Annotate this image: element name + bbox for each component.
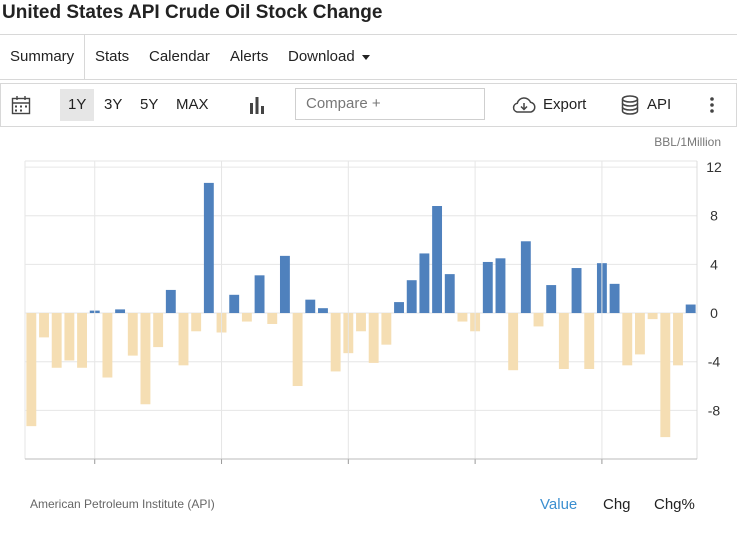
bar[interactable] (394, 302, 404, 314)
bar[interactable] (482, 261, 493, 314)
bar[interactable] (558, 313, 569, 369)
bar-chart-icon[interactable] (249, 96, 265, 114)
calendar-icon[interactable] (11, 95, 31, 115)
bar[interactable] (26, 313, 37, 427)
api-label: API (647, 96, 672, 113)
bar[interactable] (115, 309, 126, 314)
bar[interactable] (584, 313, 595, 369)
chart-toolbar: 1Y 3Y 5Y MAX Compare + Export API (0, 83, 737, 127)
bar[interactable] (305, 299, 316, 314)
bar[interactable] (51, 313, 62, 368)
bar[interactable] (609, 283, 620, 314)
legend-value[interactable]: Value (540, 496, 578, 513)
bar[interactable] (191, 313, 202, 332)
bar[interactable] (635, 313, 645, 355)
bar-chart: -8-404812Aug 02Oct 11Dec 20Feb 28May 09 (24, 159, 722, 464)
export-label: Export (543, 96, 587, 113)
y-tick-label: -4 (708, 354, 721, 370)
source-label: American Petroleum Institute (API) (30, 497, 215, 511)
compare-input[interactable]: Compare + (295, 88, 485, 120)
y-tick-label: 8 (710, 208, 718, 224)
bar[interactable] (647, 313, 658, 320)
range-3y-button[interactable]: 3Y (104, 96, 123, 113)
bar[interactable] (495, 258, 506, 314)
bar[interactable] (368, 313, 379, 363)
api-button[interactable]: API (621, 84, 671, 126)
bar[interactable] (140, 313, 151, 405)
legend-chg[interactable]: Chg (603, 496, 631, 513)
bar[interactable] (267, 313, 278, 324)
tab-bar: Summary Stats Calendar Alerts Download (0, 34, 737, 80)
bar[interactable] (419, 253, 430, 314)
bar[interactable] (254, 275, 265, 314)
range-max-button[interactable]: MAX (176, 96, 209, 113)
bar[interactable] (165, 289, 176, 314)
export-button[interactable]: Export (511, 84, 586, 126)
tab-calendar[interactable]: Calendar (149, 48, 210, 65)
y-tick-label: 4 (710, 256, 718, 272)
bar[interactable] (406, 280, 417, 314)
bar[interactable] (673, 313, 683, 366)
legend-chg-percent[interactable]: Chg% (654, 496, 695, 513)
bar[interactable] (330, 313, 341, 372)
bar[interactable] (685, 304, 696, 314)
page-title: United States API Crude Oil Stock Change (2, 2, 383, 23)
tab-alerts[interactable]: Alerts (230, 48, 269, 65)
bar[interactable] (508, 313, 519, 371)
bar[interactable] (660, 313, 671, 438)
range-1y-button[interactable]: 1Y (60, 89, 95, 121)
caret-down-icon (361, 54, 370, 60)
bar[interactable] (77, 313, 87, 368)
bar[interactable] (178, 313, 189, 366)
bar[interactable] (127, 313, 138, 356)
bar[interactable] (533, 313, 544, 327)
y-tick-label: 0 (710, 305, 718, 321)
bar[interactable] (356, 313, 366, 332)
range-5y-button[interactable]: 5Y (140, 96, 159, 113)
bar[interactable] (229, 294, 240, 314)
bar[interactable] (432, 206, 443, 314)
bar[interactable] (203, 182, 214, 314)
bar[interactable] (318, 308, 328, 314)
bar[interactable] (457, 313, 468, 322)
bar[interactable] (279, 255, 290, 314)
tab-download[interactable]: Download (288, 35, 370, 79)
bar[interactable] (444, 274, 455, 314)
tab-summary[interactable]: Summary (0, 35, 86, 79)
bar[interactable] (622, 313, 633, 366)
bar[interactable] (381, 313, 392, 345)
bar[interactable] (153, 313, 164, 348)
bar[interactable] (520, 241, 531, 314)
bar[interactable] (241, 313, 252, 322)
bar[interactable] (546, 285, 557, 314)
bar[interactable] (39, 313, 49, 338)
database-icon (621, 95, 639, 115)
bar[interactable] (102, 313, 113, 378)
unit-label: BBL/1Million (654, 135, 721, 149)
tab-stats[interactable]: Stats (95, 48, 130, 65)
more-vertical-icon[interactable] (709, 97, 715, 113)
bar[interactable] (571, 268, 582, 314)
bar[interactable] (64, 313, 75, 361)
y-tick-label: 12 (706, 159, 722, 175)
tab-download-label: Download (288, 48, 355, 65)
cloud-download-icon (512, 97, 536, 113)
bar[interactable] (292, 313, 303, 387)
y-tick-label: -8 (708, 402, 721, 418)
